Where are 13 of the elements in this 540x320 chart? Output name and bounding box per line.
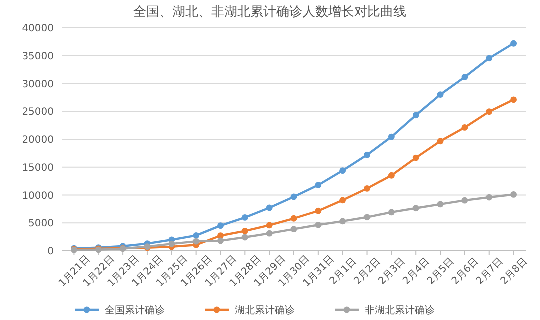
legend-label: 湖北累计确诊 xyxy=(235,304,295,316)
chart-title: 全国、湖北、非湖北累计确诊人数增长对比曲线 xyxy=(134,5,406,20)
y-tick-label: 15000 xyxy=(22,162,54,174)
y-tick-label: 30000 xyxy=(22,79,54,90)
y-tick-label: 25000 xyxy=(22,107,54,118)
y-tick-label: 5000 xyxy=(28,218,54,230)
legend-label: 全国累计确诊 xyxy=(105,304,165,316)
y-tick-label: 40000 xyxy=(22,24,54,34)
y-tick-label: 35000 xyxy=(22,51,54,62)
legend-label: 非湖北累计确诊 xyxy=(365,304,435,316)
y-tick-label: 0 xyxy=(48,246,54,258)
y-tick-label: 10000 xyxy=(22,190,54,202)
y-tick-label: 20000 xyxy=(22,135,54,146)
